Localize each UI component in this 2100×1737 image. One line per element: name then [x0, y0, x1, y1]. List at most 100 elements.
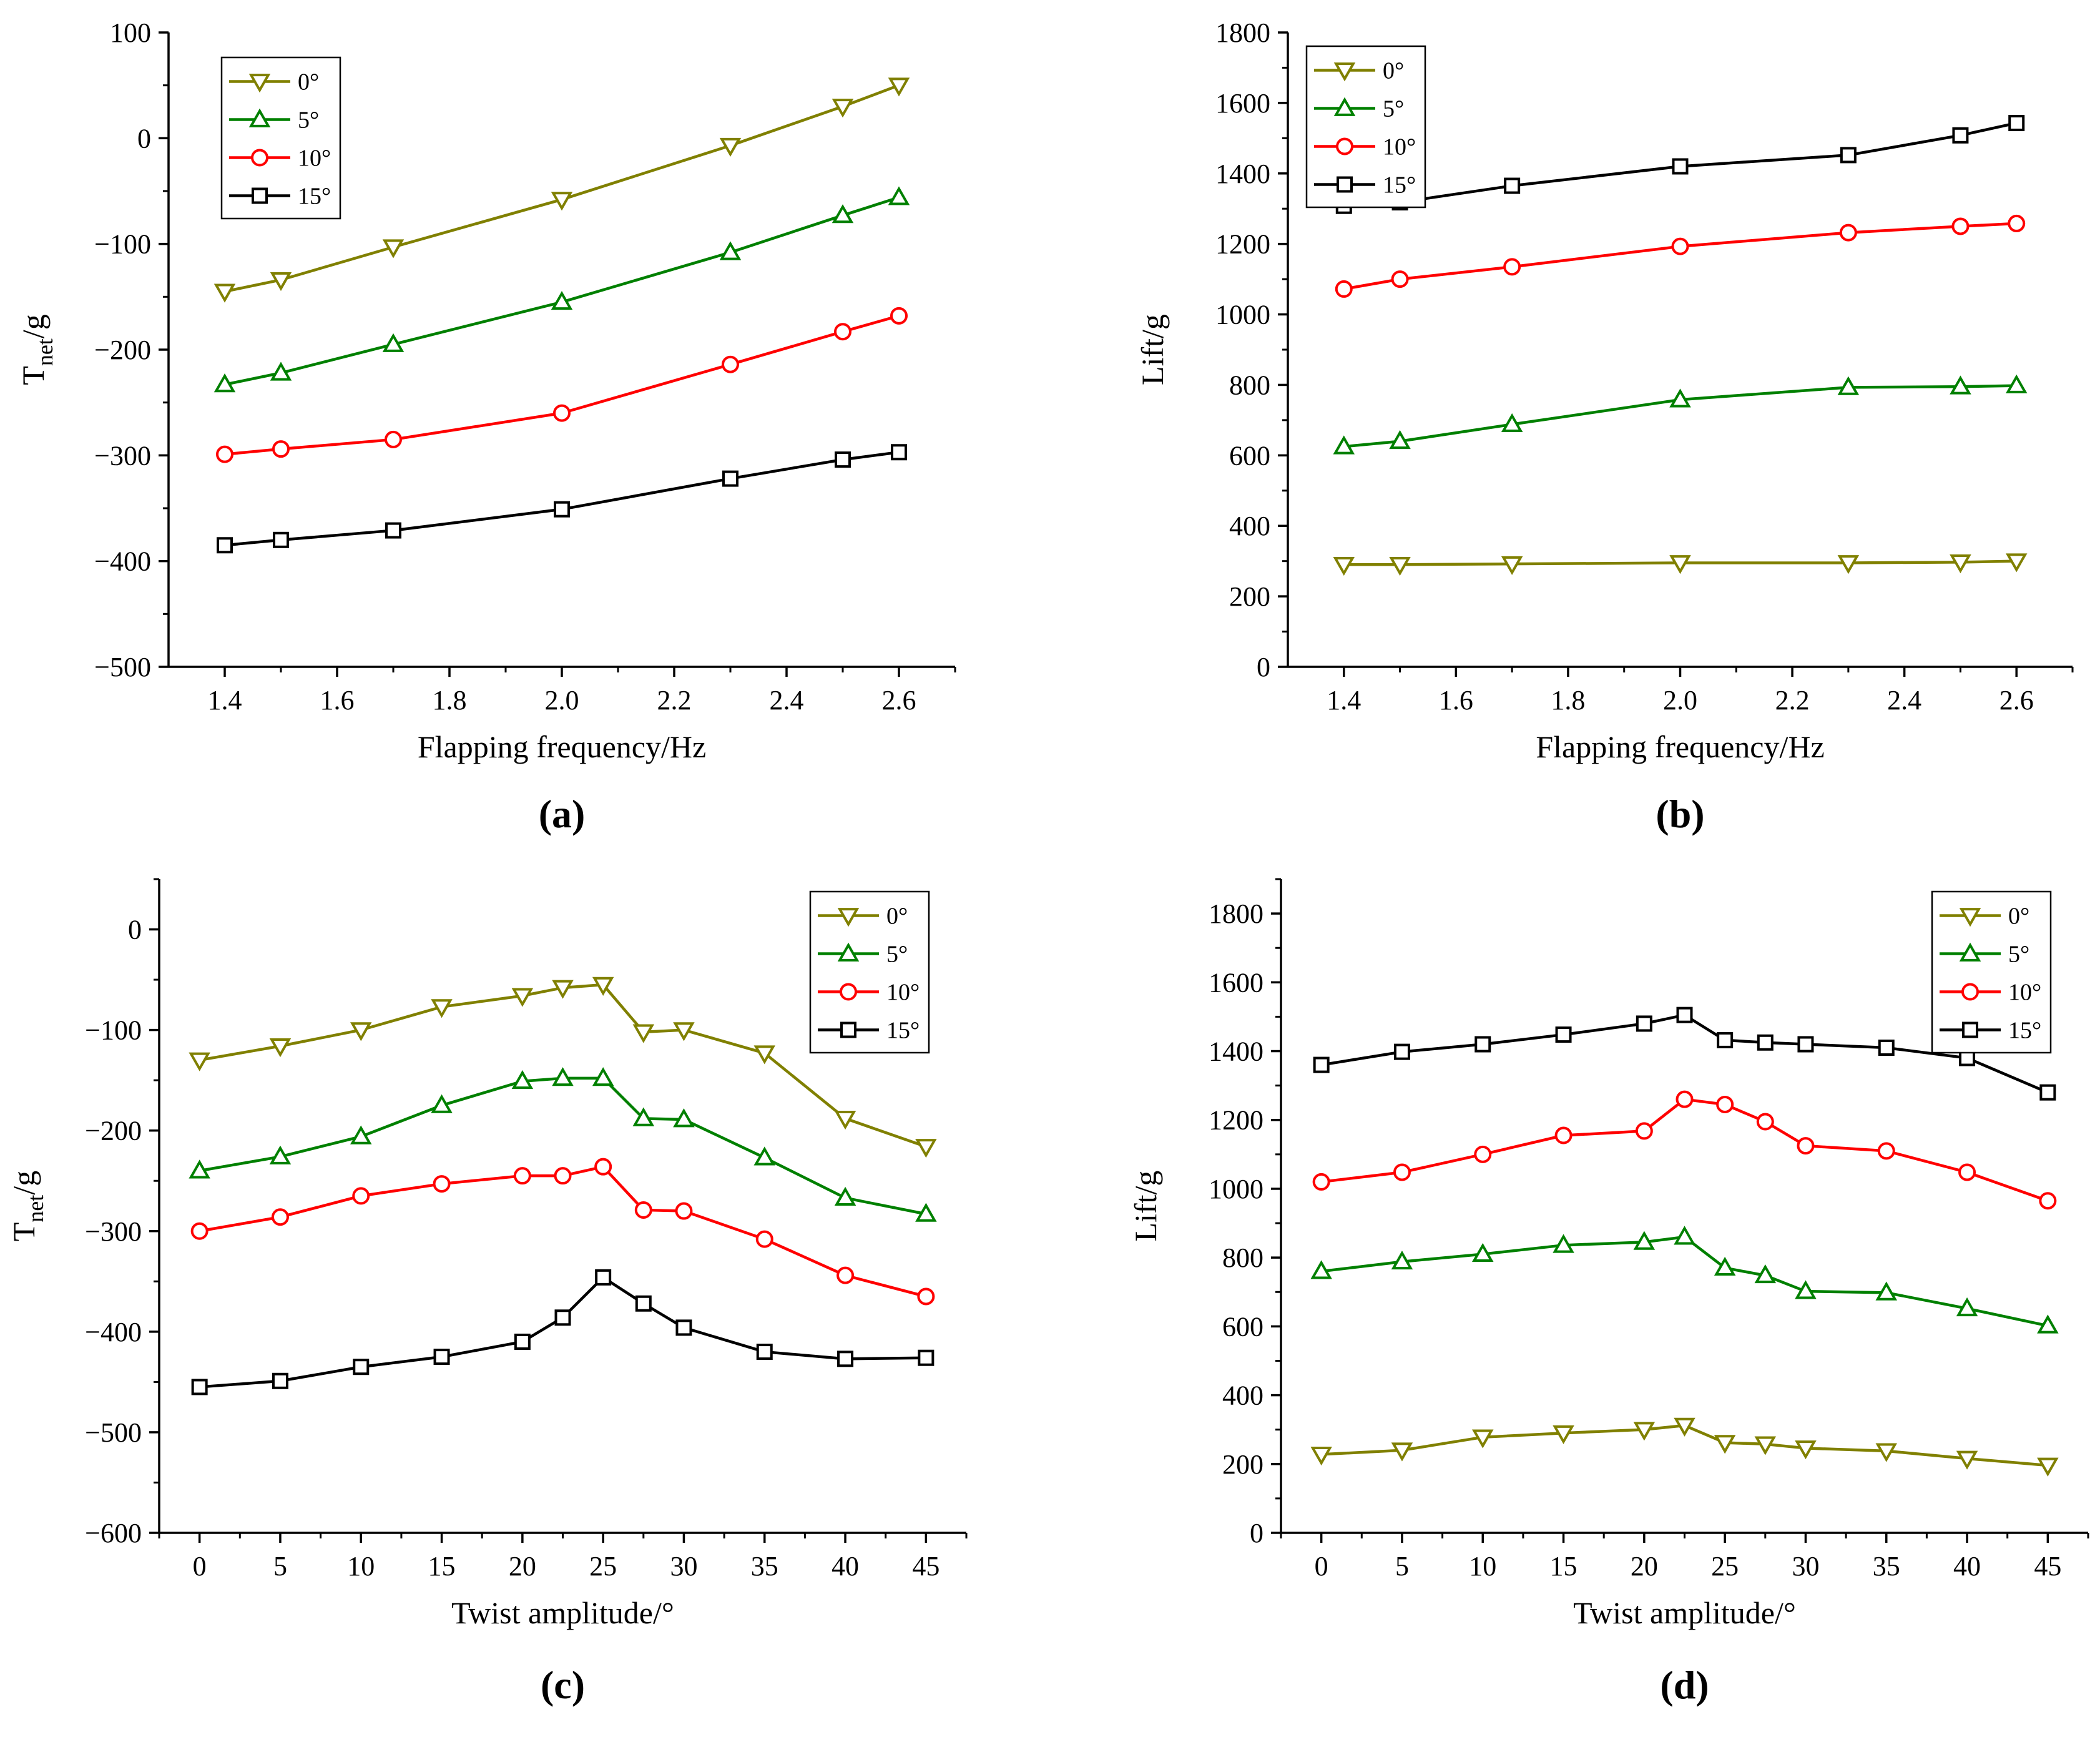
data-point — [888, 77, 910, 97]
legend-marker — [248, 74, 271, 93]
data-point — [1389, 556, 1411, 576]
series-line — [1321, 1424, 2048, 1467]
legend: 0° 5° 10° 15° — [1305, 45, 1426, 209]
data-point — [513, 1167, 531, 1185]
x-tick-label: 2.6 — [882, 685, 916, 716]
legend-marker — [1336, 137, 1353, 155]
x-axis-title: Twist amplitude/° — [451, 1595, 674, 1630]
data-point — [553, 404, 571, 422]
series-1 — [1333, 374, 2028, 455]
chart-panel-c: 0 5 10 15 20 25 30 35 40 45 −600 −500 −400 −300 −200 −1… — [6, 878, 968, 1707]
y-tick-label: −300 — [85, 1216, 142, 1247]
data-point — [719, 137, 742, 157]
data-point — [1472, 1242, 1494, 1262]
legend-marker — [1959, 908, 1981, 927]
chart-panel-a: 1.4 1.6 1.8 2.0 2.2 2.4 2.6 −500 −400 −300 −200 −10… — [16, 17, 956, 836]
legend-label: 15° — [2008, 1018, 2041, 1044]
data-point — [753, 1045, 775, 1065]
data-point — [1333, 435, 1355, 455]
data-point — [890, 307, 908, 325]
y-tick-label: 1800 — [1215, 17, 1270, 48]
data-point — [385, 522, 401, 539]
legend-label: 5° — [886, 942, 908, 968]
data-point — [1797, 1036, 1814, 1053]
y-tick-label: −200 — [94, 335, 151, 365]
y-tick-label: 100 — [110, 17, 151, 48]
y-tick-label: 1200 — [1209, 1105, 1263, 1136]
series-line — [1321, 1235, 2048, 1327]
data-point — [271, 1208, 289, 1226]
data-point — [2008, 214, 2026, 232]
data-point — [270, 272, 292, 292]
series-1 — [213, 186, 910, 393]
series-line — [199, 983, 927, 1148]
legend-label: 5° — [2008, 942, 2029, 968]
y-tick-label: −600 — [85, 1518, 142, 1548]
data-point — [353, 1359, 370, 1375]
series-2 — [216, 307, 908, 463]
data-point — [1472, 1429, 1494, 1449]
series-line — [1321, 1098, 2049, 1203]
data-point — [217, 537, 233, 554]
data-point — [888, 186, 910, 205]
data-point — [834, 1111, 856, 1130]
data-point — [350, 1022, 372, 1041]
data-point — [632, 1107, 655, 1126]
legend-label: 0° — [2008, 903, 2029, 930]
panel-label: (c) — [541, 1663, 585, 1707]
data-point — [511, 988, 534, 1007]
data-point — [551, 192, 573, 211]
x-tick-label: 15 — [1550, 1551, 1577, 1582]
legend-label: 0° — [1383, 58, 1404, 84]
data-point — [1676, 1090, 1694, 1108]
data-point — [1474, 1036, 1491, 1053]
legend-label: 15° — [886, 1018, 920, 1044]
y-tick-label: −100 — [94, 229, 151, 260]
legend: 0° 5° 10° 15° — [809, 890, 930, 1054]
data-point — [272, 440, 290, 458]
data-point — [1504, 177, 1521, 194]
data-point — [551, 290, 573, 310]
data-point — [1875, 1443, 1897, 1462]
data-point — [1952, 127, 1969, 144]
series-3 — [191, 1269, 935, 1395]
data-point — [1674, 1417, 1695, 1437]
series-1 — [189, 1067, 937, 1222]
data-point — [433, 1349, 450, 1365]
series-line — [199, 1275, 926, 1389]
legend-box — [220, 56, 341, 220]
legend-marker — [1333, 97, 1356, 116]
legend-marker — [248, 108, 271, 127]
y-tick-label: 600 — [1229, 440, 1270, 471]
x-tick-label: 40 — [1953, 1551, 1981, 1582]
x-tick-label: 20 — [1631, 1551, 1658, 1582]
y-tick-label: 0 — [1250, 1518, 1263, 1548]
x-tick-label: 35 — [751, 1551, 778, 1582]
data-point — [891, 444, 907, 461]
legend-label: 10° — [298, 145, 331, 172]
data-point — [1717, 1031, 1734, 1048]
legend-label: 10° — [2008, 980, 2041, 1006]
legend-box — [1931, 890, 2052, 1054]
x-tick-label: 2.0 — [1663, 685, 1697, 716]
x-tick-label: 0 — [1315, 1551, 1328, 1582]
data-point — [1393, 1163, 1411, 1181]
y-tick-label: 1800 — [1209, 898, 1263, 929]
data-point — [1633, 1422, 1656, 1441]
series-3 — [217, 444, 907, 554]
x-tick-label: 10 — [1469, 1551, 1496, 1582]
data-point — [213, 283, 236, 303]
data-point — [190, 1222, 209, 1240]
data-point — [2005, 374, 2028, 393]
y-axis-title-subscript: net — [32, 338, 57, 366]
data-point — [834, 1186, 856, 1206]
legend-marker — [1961, 983, 1979, 1001]
data-point — [722, 355, 739, 373]
data-point — [1635, 1122, 1653, 1140]
x-axis-title: Twist amplitude/° — [1573, 1595, 1796, 1630]
data-point — [1956, 1450, 1978, 1470]
data-point — [675, 1319, 692, 1336]
y-axis-title-main: T — [6, 1223, 41, 1242]
data-point — [837, 1351, 854, 1367]
